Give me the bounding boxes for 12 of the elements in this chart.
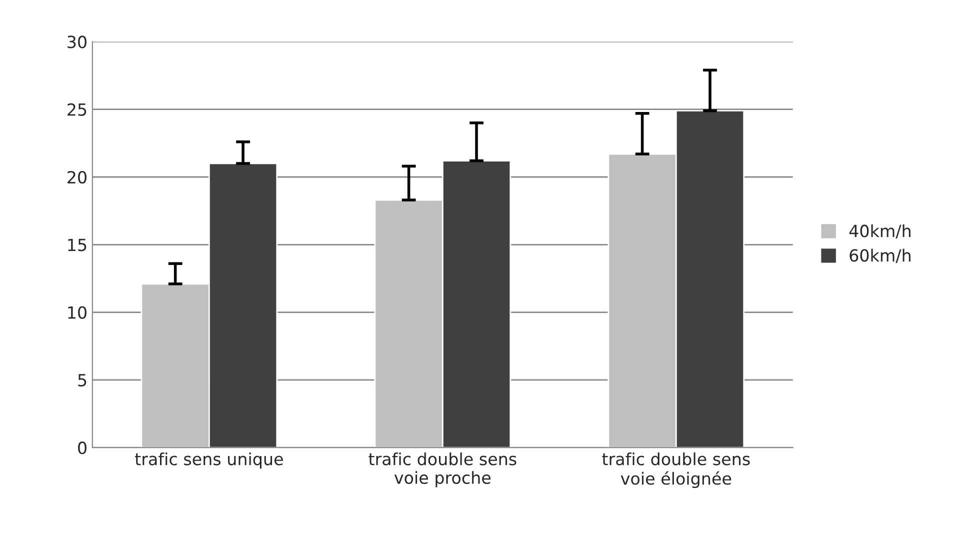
legend-label: 40km/h xyxy=(849,224,910,239)
legend-label: 60km/h xyxy=(850,248,910,264)
y-tick-label: 20 xyxy=(68,170,86,184)
y-tick-label: 25 xyxy=(68,103,86,116)
y-tick-label: 15 xyxy=(68,238,86,252)
x-tick-label: trafic double sens voie proche xyxy=(368,452,516,488)
y-tick-label: 5 xyxy=(78,374,86,386)
y-tick-label: 30 xyxy=(68,36,86,48)
y-tick-label: 10 xyxy=(68,306,86,319)
y-tick-label: 0 xyxy=(78,442,86,454)
x-tick-label: trafic sens unique xyxy=(135,452,283,469)
x-tick-label: trafic double sens voie éloignée xyxy=(602,452,750,488)
